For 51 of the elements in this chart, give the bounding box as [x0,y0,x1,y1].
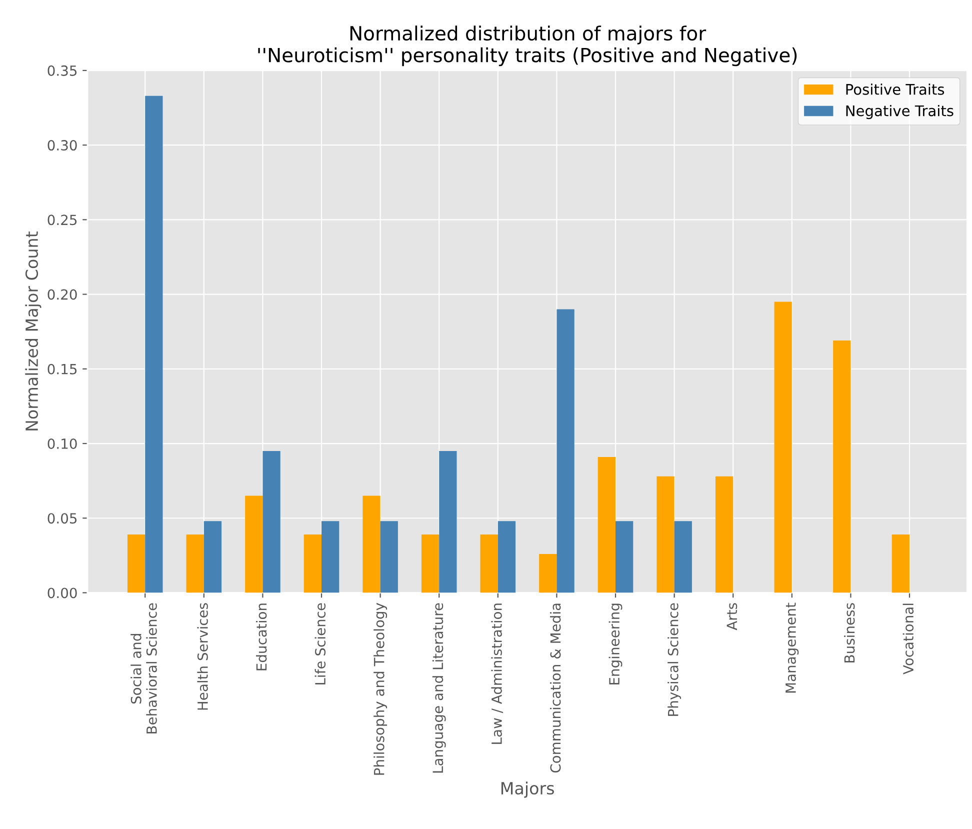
legend-label: Negative Traits [846,104,954,120]
x-axis-title: Majors [501,782,554,798]
x-tick-label: Life Science [314,603,326,684]
x-tick-label: Health Services [197,603,208,710]
bar [539,554,557,593]
bar [145,96,163,593]
x-tick-label: Management [786,602,799,693]
y-tick-label: 0.25 [48,214,77,226]
chart-title: Normalized distribution of majors for ''Neuroticism'' personality traits (Positive and Negative) [258,26,797,66]
x-tick-label: Education [256,604,267,670]
bar [715,476,734,593]
bar [598,456,616,593]
x-tick-label: Social and Behavioral Science [130,603,157,734]
bar [204,521,222,593]
x-tick-label: Law / Administration [491,604,504,744]
bar [774,302,792,593]
bar [322,521,340,593]
y-tick-label: 0.20 [48,289,77,300]
bar [127,534,146,593]
x-tick-label: Language and Literature [432,603,446,773]
bar [616,521,634,593]
y-axis-title: Normalized Major Count [25,232,42,430]
bar [656,476,674,593]
y-tick-label: 0.05 [48,513,77,524]
x-tick-label: Physical Science [668,603,682,716]
y-tick-label: 0.10 [48,438,77,449]
bar [262,450,280,593]
bar [439,450,457,593]
x-tick-label: Philosophy and Theology [374,602,388,775]
x-tick-label: Arts [726,603,738,630]
y-tick-label: 0.15 [48,364,77,374]
x-tick-label: Vocational [902,604,914,674]
x-tick-label: Engineering [608,604,622,684]
bar [421,534,440,593]
y-tick-label: 0.35 [48,65,77,76]
x-tick-label: Business [844,603,855,662]
bar [480,534,498,593]
y-tick-label: 0.00 [48,588,77,598]
bar [304,534,322,593]
bar [380,521,398,593]
bar [674,521,692,593]
x-tick-label: Communication & Media [550,604,561,773]
legend-label: Positive Traits [846,84,944,95]
y-tick-label: 0.30 [48,140,77,151]
bar [245,496,263,593]
bar [362,496,380,593]
bar [892,534,910,593]
bar [498,521,516,593]
bar [833,340,851,593]
bar [556,309,574,593]
bar [186,534,204,593]
